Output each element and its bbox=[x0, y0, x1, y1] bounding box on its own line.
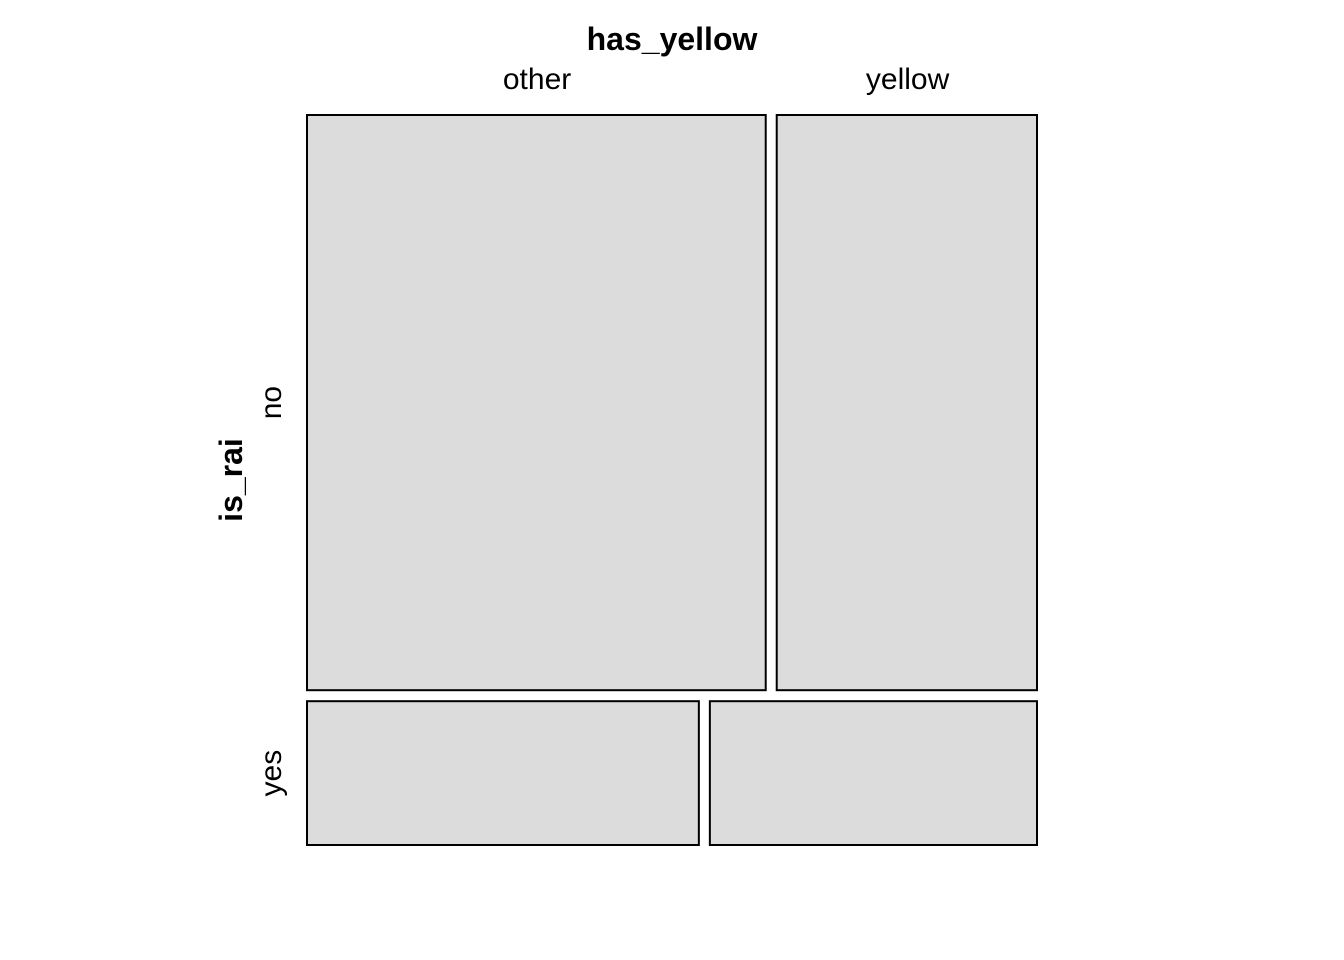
column-label-yellow: yellow bbox=[866, 63, 950, 96]
column-label-other: other bbox=[503, 63, 571, 96]
tile-yes-other bbox=[306, 700, 700, 847]
mosaic-tiles bbox=[306, 114, 1038, 847]
column-variable-title: has_yellow bbox=[587, 21, 758, 57]
row-variable-title: is_rai bbox=[213, 438, 249, 522]
row-level-labels: no yes bbox=[255, 386, 288, 797]
tile-yes-yellow bbox=[708, 700, 1038, 847]
column-level-labels: other yellow bbox=[503, 63, 950, 96]
row-label-no: no bbox=[255, 386, 288, 419]
tile-no-other bbox=[306, 114, 767, 692]
tile-no-yellow bbox=[775, 114, 1038, 692]
row-label-yes: yes bbox=[255, 750, 288, 797]
